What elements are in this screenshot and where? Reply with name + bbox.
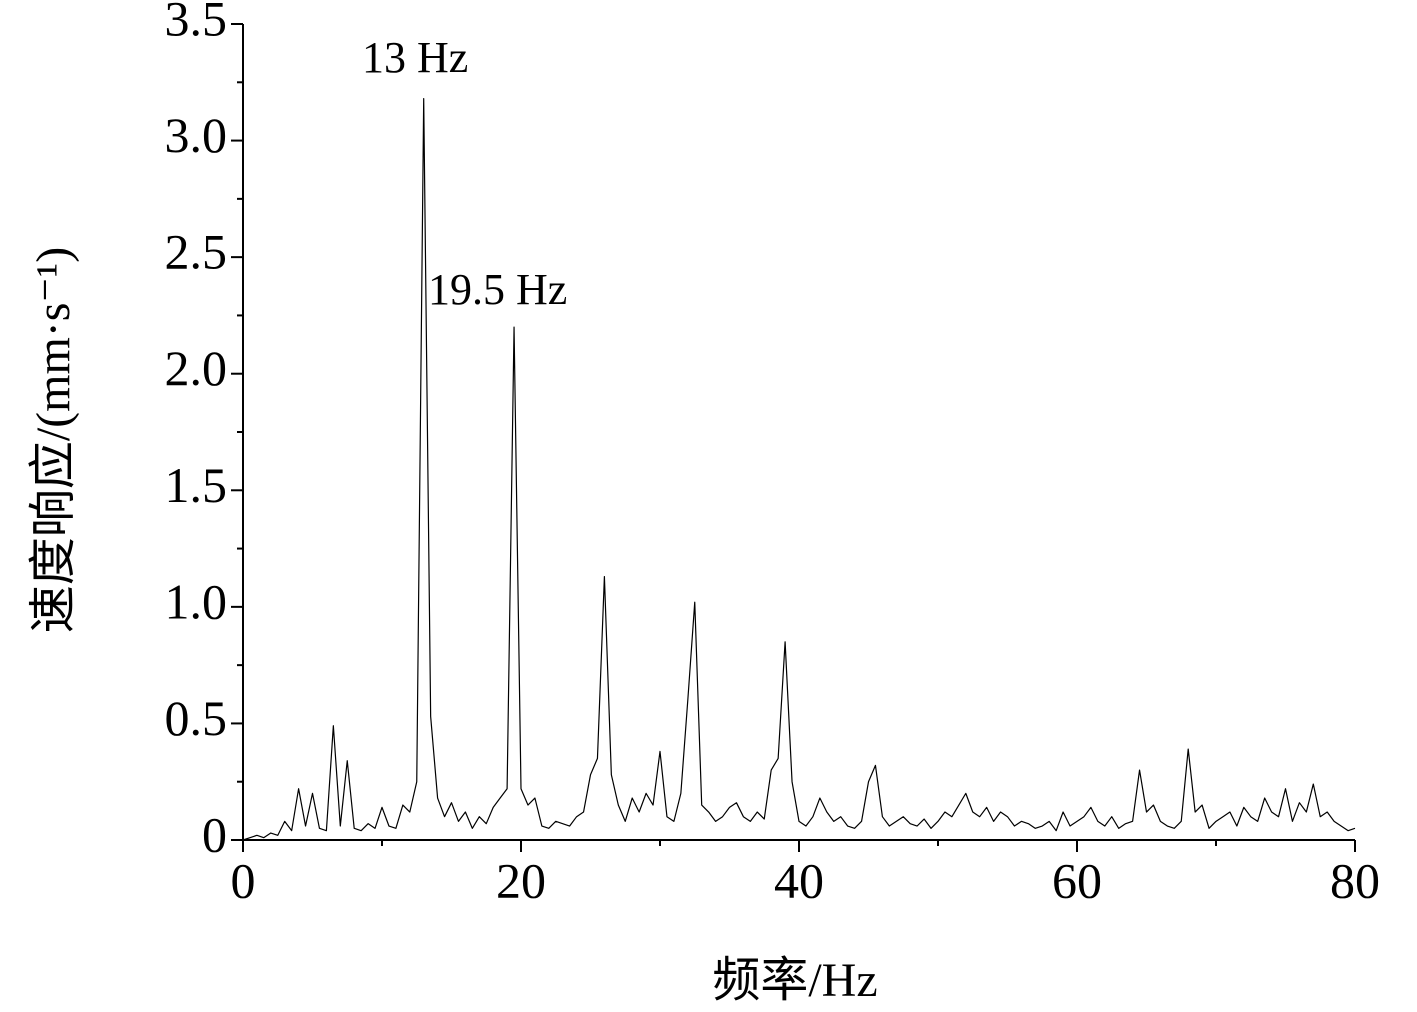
x-tick-label: 0 bbox=[231, 852, 256, 908]
y-tick-label: 3.5 bbox=[165, 0, 228, 46]
x-tick-label: 60 bbox=[1052, 852, 1102, 908]
y-tick-label: 1.0 bbox=[165, 573, 228, 629]
y-tick-label: 1.5 bbox=[165, 457, 228, 513]
peak-annotation: 19.5 Hz bbox=[428, 265, 567, 314]
x-tick-label: 20 bbox=[496, 852, 546, 908]
x-tick-label: 80 bbox=[1330, 852, 1380, 908]
y-tick-label: 2.0 bbox=[165, 340, 228, 396]
y-tick-label: 0 bbox=[202, 806, 227, 862]
spectrum-line bbox=[242, 98, 1356, 841]
y-axis-label: 速度响应/(mm·s⁻¹) bbox=[27, 247, 80, 633]
peak-annotation: 13 Hz bbox=[362, 33, 468, 82]
y-tick-label: 3.0 bbox=[165, 107, 228, 163]
y-tick-label: 2.5 bbox=[165, 224, 228, 280]
y-tick-label: 0.5 bbox=[165, 690, 228, 746]
x-axis-label: 频率/Hz bbox=[712, 954, 877, 1007]
x-tick-label: 40 bbox=[774, 852, 824, 908]
